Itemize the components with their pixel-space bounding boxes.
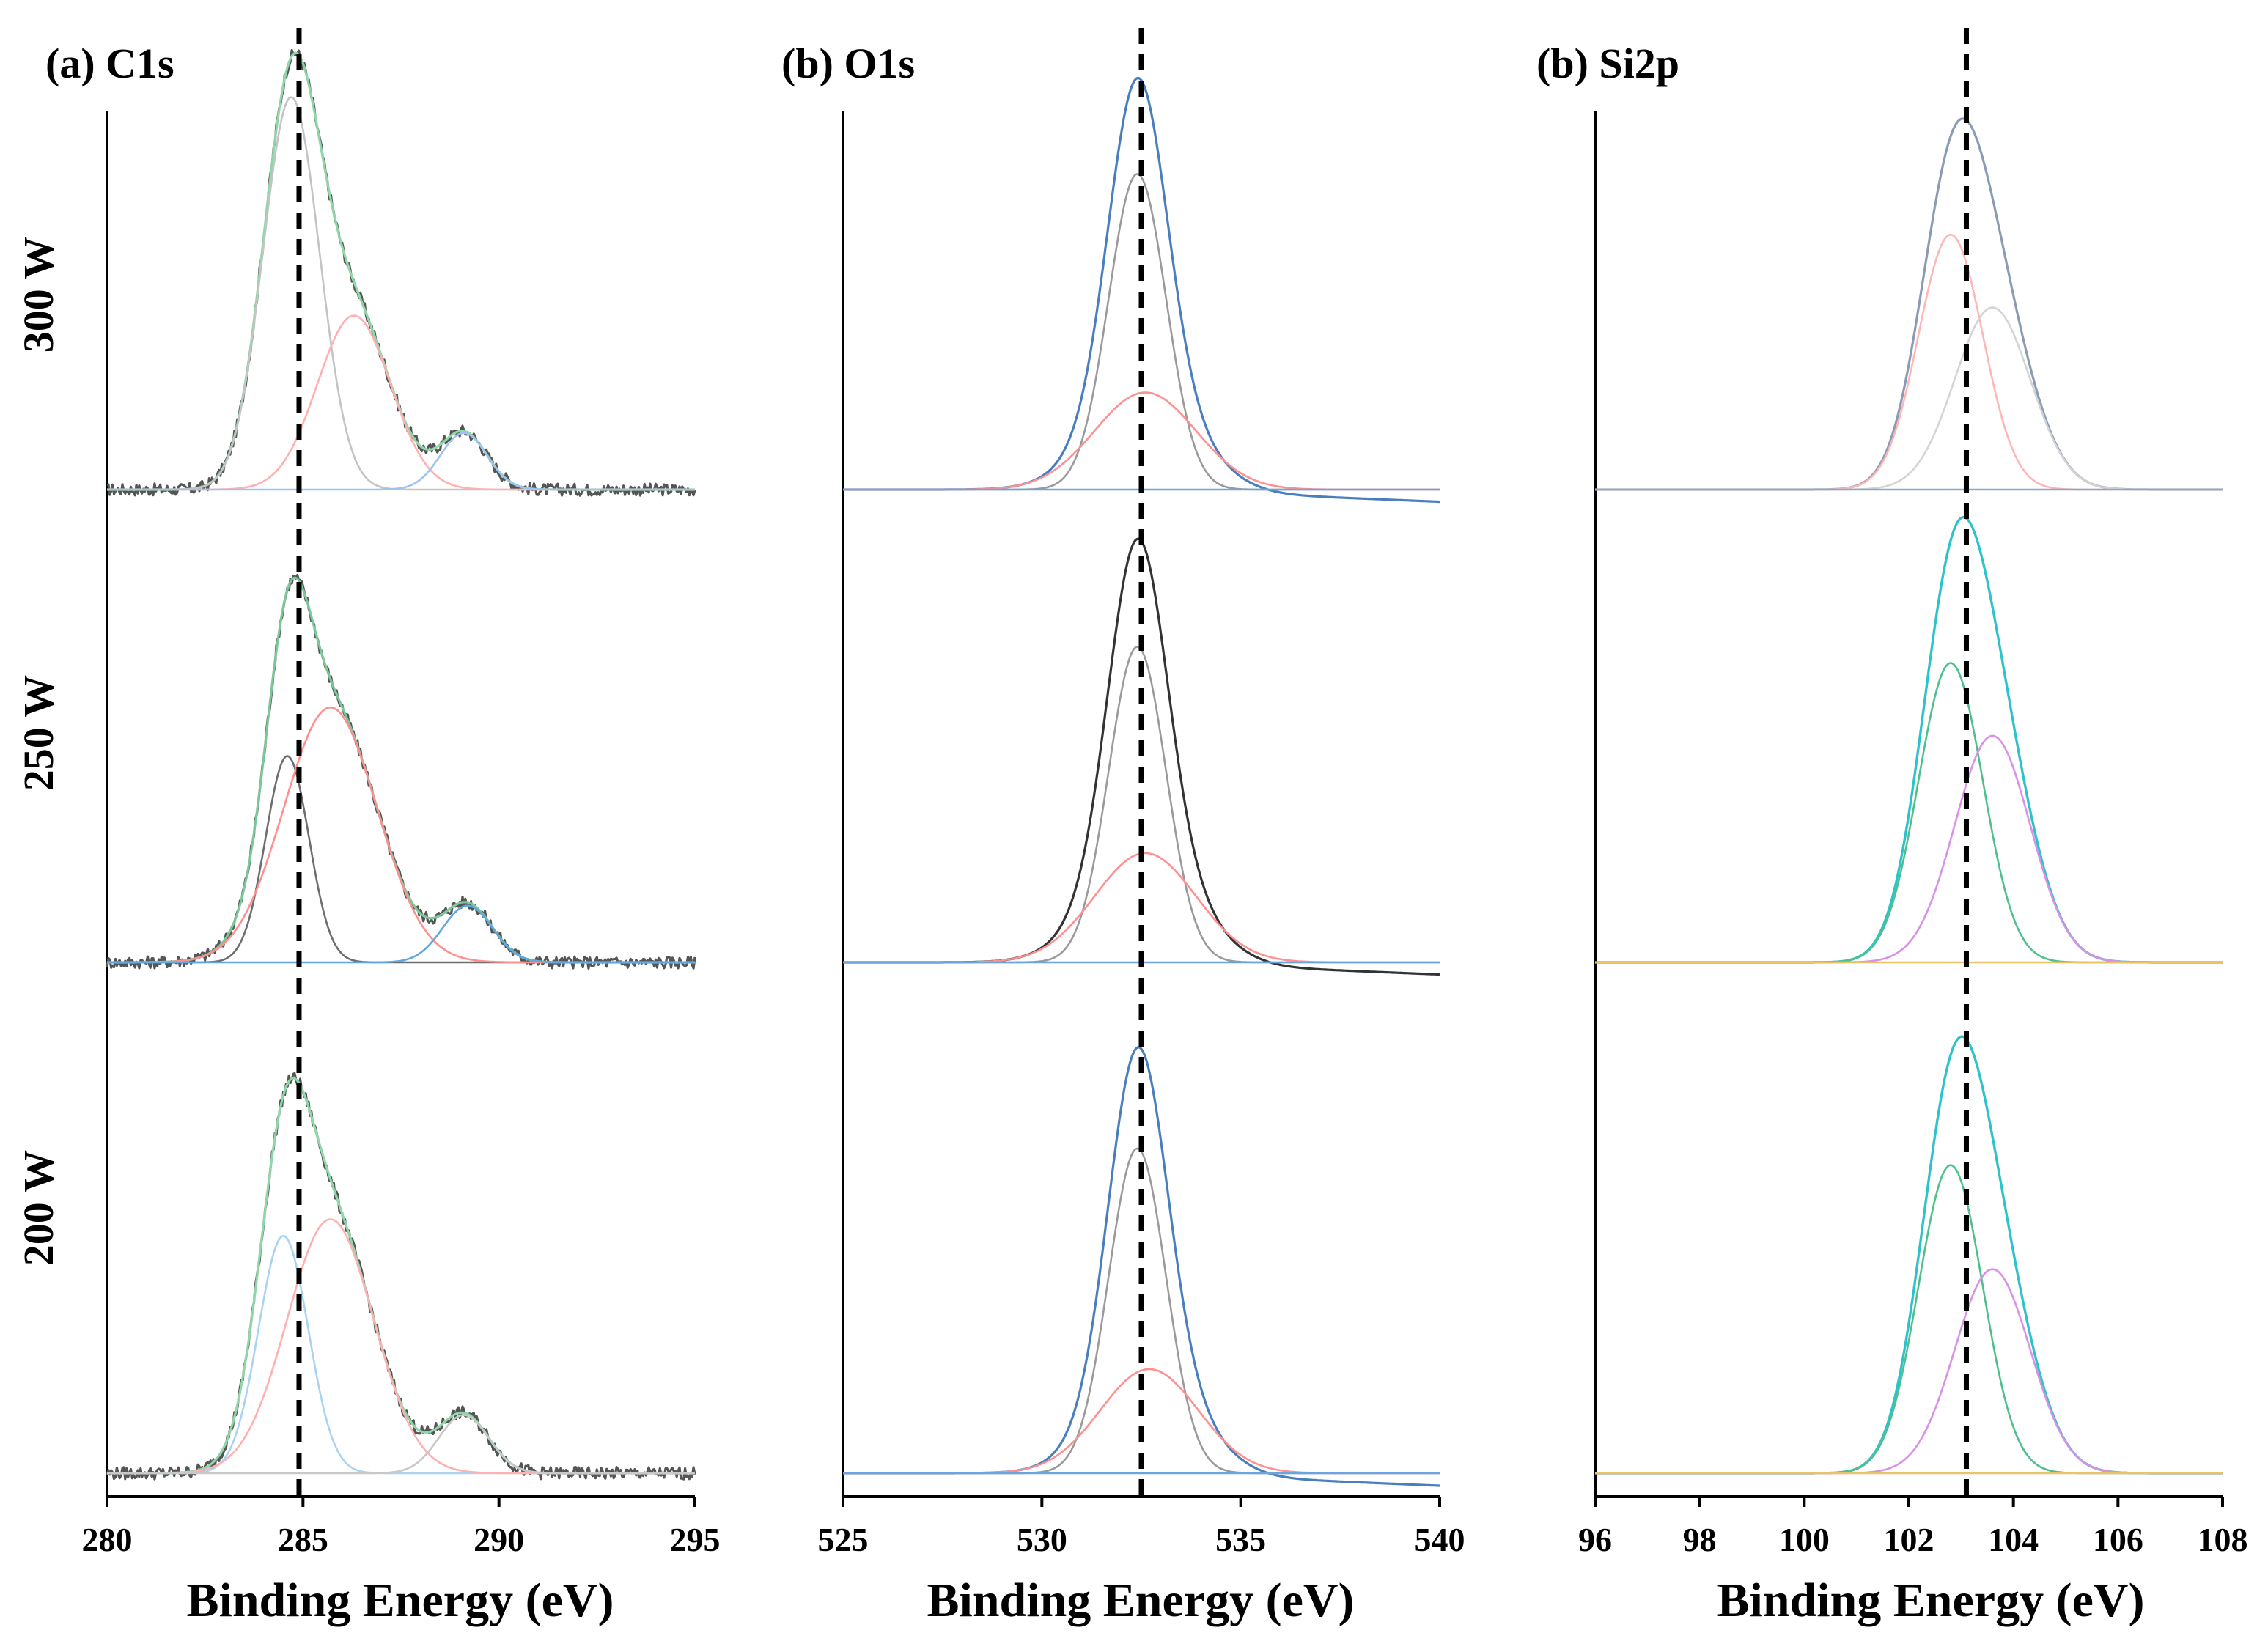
x-tick-label-o1s-0: 525: [818, 1521, 869, 1558]
series-c1s-200w-raw-spectrum: [106, 1072, 696, 1481]
x-tick-label-si2p-2: 100: [1779, 1521, 1830, 1558]
panel-si2p: (b) Si2p 96 98 100 102 104 106 108 Binding Ene…: [1536, 28, 2248, 1627]
x-tick-label-si2p-3: 102: [1884, 1521, 1934, 1558]
x-tick-label-si2p-1: 98: [1683, 1521, 1717, 1558]
row-label-200w: 200 W: [15, 1150, 62, 1266]
row-label-250w: 250 W: [15, 675, 62, 791]
x-tick-label-si2p-0: 96: [1578, 1521, 1612, 1558]
row-label-300w: 300 W: [15, 237, 62, 353]
x-tick-label-c1s-2: 290: [474, 1521, 524, 1558]
x-axis-label-o1s: Binding Energy (eV): [927, 1574, 1354, 1627]
panel-title-o1s: (b) O1s: [781, 40, 915, 87]
x-axis-label-c1s: Binding Energy (eV): [186, 1574, 614, 1627]
series-c1s-300w-o-c-o-component: [107, 432, 695, 491]
panel-title-c1s: (a) C1s: [45, 40, 174, 87]
x-tick-label-c1s-0: 280: [82, 1521, 133, 1558]
x-tick-label-o1s-2: 535: [1215, 1521, 1266, 1558]
series-c1s-250w-o-c-o-component: [107, 904, 695, 964]
x-tick-label-si2p-5: 106: [2093, 1521, 2143, 1558]
x-axis-label-si2p: Binding Energy (eV): [1717, 1574, 2144, 1627]
panel-c1s: (a) C1s 280 285 290 295 Binding Energy (eV): [45, 28, 721, 1627]
panel-o1s: (b) O1s 525 530 535 540 Binding Energy (eV): [781, 28, 1465, 1627]
series-c1s-200w-o-c-o-component: [107, 1414, 695, 1475]
x-tick-label-c1s-3: 295: [670, 1521, 721, 1558]
panel-title-si2p: (b) Si2p: [1536, 40, 1679, 87]
x-tick-label-o1s-3: 540: [1415, 1521, 1465, 1558]
x-tick-label-o1s-1: 530: [1017, 1521, 1067, 1558]
x-tick-label-si2p-4: 104: [1988, 1521, 2039, 1558]
x-tick-label-si2p-6: 108: [2198, 1521, 2248, 1558]
x-tick-label-c1s-1: 285: [278, 1521, 328, 1558]
